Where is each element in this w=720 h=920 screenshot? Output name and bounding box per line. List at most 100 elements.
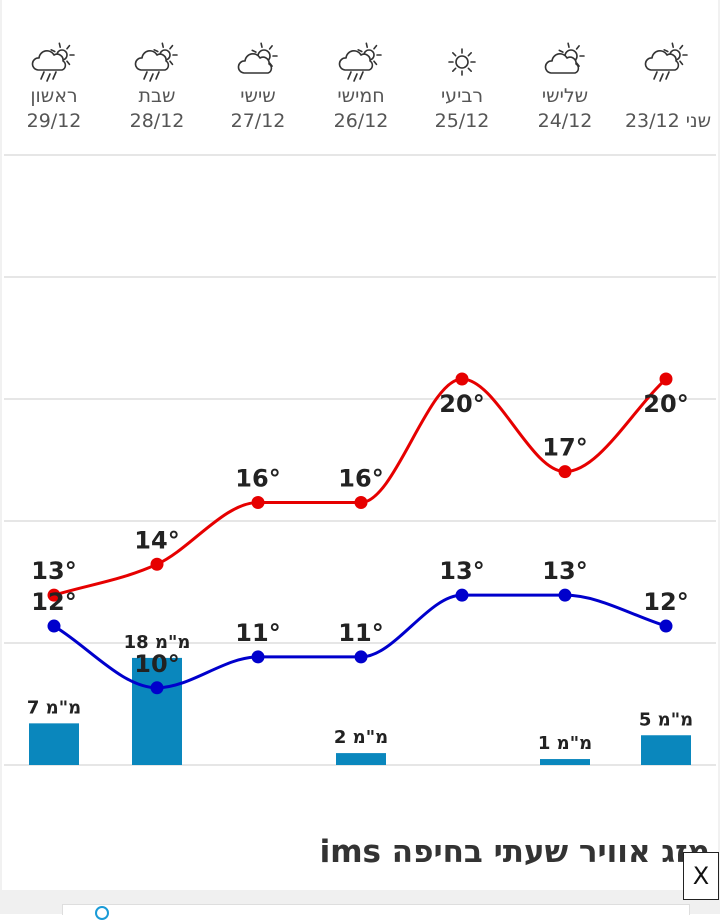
rain-label: 5 מ"מ bbox=[639, 709, 693, 730]
max-temperature-point bbox=[455, 372, 469, 386]
close-button[interactable]: X bbox=[683, 852, 719, 900]
max-temperature-label: 16° bbox=[235, 465, 280, 493]
temperature-lines bbox=[47, 372, 673, 695]
sun-ray bbox=[161, 42, 165, 49]
frame-edge-right bbox=[718, 0, 720, 890]
sun-ray bbox=[251, 49, 257, 53]
max-temperature-label: 16° bbox=[338, 465, 383, 493]
rain-bars bbox=[29, 657, 691, 765]
sun-ray bbox=[575, 45, 580, 50]
rain-label: 18 מ"מ bbox=[124, 632, 191, 653]
day-name: חמישי bbox=[337, 85, 384, 107]
day-name: ראשון bbox=[30, 85, 77, 107]
min-temperature-label: 13° bbox=[439, 557, 484, 585]
rain-sun-icon bbox=[338, 42, 382, 82]
day-date: 27/12 bbox=[231, 110, 286, 132]
min-temperature-point bbox=[354, 650, 368, 664]
rain-label: 1 מ"מ bbox=[538, 733, 592, 754]
rain-bar bbox=[540, 759, 590, 765]
sun-ray bbox=[260, 42, 263, 49]
sun-ray bbox=[373, 44, 378, 50]
cloud-shape bbox=[544, 53, 580, 74]
day-name: רביעי bbox=[441, 85, 483, 107]
max-temperature-label: 20° bbox=[439, 390, 484, 418]
grid bbox=[4, 154, 716, 766]
max-temperature-label: 13° bbox=[31, 557, 76, 585]
rain-drop bbox=[155, 71, 160, 80]
ad-box[interactable] bbox=[62, 904, 690, 915]
sun-ray bbox=[169, 60, 174, 66]
day-date: 24/12 bbox=[538, 110, 593, 132]
sun-ray bbox=[679, 60, 684, 66]
sun-ray bbox=[452, 67, 457, 72]
sun-ray bbox=[679, 44, 684, 50]
rain-drop bbox=[653, 71, 658, 80]
sun-ray bbox=[467, 52, 472, 57]
rain-sun-icon bbox=[134, 42, 178, 82]
rain-sun-icon bbox=[644, 42, 688, 82]
day-name: שישי bbox=[240, 85, 275, 107]
day-date: 26/12 bbox=[334, 110, 389, 132]
sun-ray bbox=[58, 42, 62, 49]
min-temperature-point bbox=[251, 650, 265, 664]
sun-disc bbox=[455, 55, 469, 69]
day-name: שלישי bbox=[542, 85, 588, 107]
sun-ray bbox=[373, 60, 378, 66]
rain-drop bbox=[353, 73, 358, 82]
value-labels: 7 מ"מ 18 מ"מ 2 מ"מ 1 מ"מ 5 מ"מ 13° 14° 16° 16° 20… bbox=[27, 390, 693, 754]
rain-label: 2 מ"מ bbox=[334, 727, 388, 748]
sun-ray bbox=[66, 60, 71, 66]
max-temperature-point bbox=[150, 557, 164, 571]
sun-icon bbox=[448, 48, 476, 76]
sun-ray bbox=[357, 48, 363, 53]
partly-cloudy-icon bbox=[237, 42, 278, 74]
max-temperature-point bbox=[659, 372, 673, 386]
min-temperature-label: 13° bbox=[542, 557, 587, 585]
sun-ray bbox=[169, 44, 174, 50]
max-temperature-label: 14° bbox=[134, 526, 179, 554]
min-temperature-label: 12° bbox=[31, 588, 76, 616]
min-temperature-point bbox=[150, 681, 164, 695]
sun-ray bbox=[268, 45, 273, 50]
min-temperature-point bbox=[558, 588, 572, 602]
ad-info-icon[interactable] bbox=[95, 906, 109, 920]
day-date: 28/12 bbox=[130, 110, 185, 132]
rain-drop bbox=[659, 73, 664, 82]
min-temperature-point bbox=[455, 588, 469, 602]
sun-ray bbox=[567, 42, 570, 49]
sun-ray bbox=[153, 48, 159, 53]
rain-drop bbox=[143, 71, 148, 80]
rain-bar bbox=[641, 735, 691, 765]
sun-ray bbox=[66, 44, 71, 50]
cloud-shape bbox=[644, 50, 680, 71]
day-date: 25/12 bbox=[435, 110, 490, 132]
day-date: 29/12 bbox=[27, 110, 82, 132]
rain-label: 7 מ"מ bbox=[27, 697, 81, 718]
day-date: 23/12 bbox=[625, 110, 686, 132]
day-header-combined: 23/12 שני bbox=[625, 110, 711, 132]
cloud-shape bbox=[31, 50, 67, 71]
day-headers: ראשון 29/12 שבת 28/12 שישי 27/12 חמישי 26/12 רבי… bbox=[27, 42, 711, 132]
rain-drop bbox=[46, 73, 51, 82]
day-name: שבת bbox=[139, 85, 176, 107]
min-temperature-label: 11° bbox=[235, 619, 280, 647]
sun-ray bbox=[452, 52, 457, 57]
cloud-shape bbox=[134, 50, 170, 71]
partly-cloudy-icon bbox=[544, 42, 585, 74]
max-temperature-label: 17° bbox=[542, 434, 587, 462]
sun-ray bbox=[50, 48, 56, 53]
sun-ray bbox=[558, 49, 564, 53]
max-temperature-point bbox=[558, 465, 572, 479]
rain-bar bbox=[132, 657, 182, 765]
day-name: שני bbox=[686, 110, 711, 132]
min-temperature-label: 10° bbox=[134, 650, 179, 678]
frame-edge-left bbox=[0, 0, 2, 890]
rain-drop bbox=[52, 71, 57, 80]
min-temperature-point bbox=[659, 619, 673, 633]
max-temperature-point bbox=[251, 496, 265, 510]
max-temperature-point bbox=[354, 496, 368, 510]
rain-bar bbox=[336, 753, 386, 765]
sun-ray bbox=[671, 42, 675, 49]
min-temperature-point bbox=[47, 619, 61, 633]
rain-bar bbox=[29, 723, 79, 765]
